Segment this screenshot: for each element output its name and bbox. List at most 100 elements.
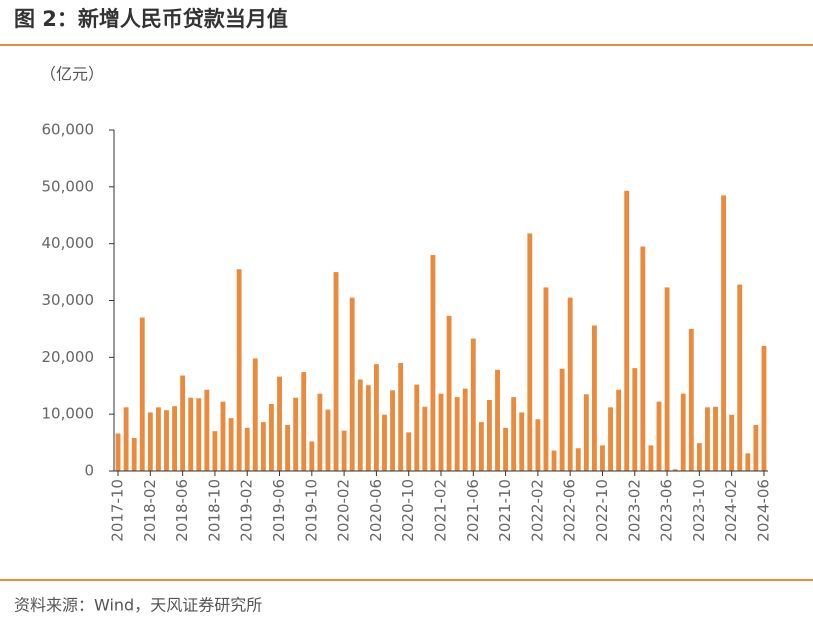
bar: [753, 424, 759, 471]
x-tick-label: 2018-06: [173, 479, 191, 542]
bar: [180, 375, 186, 471]
bar: [220, 401, 226, 471]
bar: [503, 427, 509, 471]
bar: [721, 195, 727, 471]
bar: [640, 246, 646, 471]
bar: [470, 338, 476, 471]
bar: [430, 255, 436, 471]
y-tick-label: 60,000: [42, 121, 95, 139]
x-tick-label: 2021-10: [496, 479, 514, 542]
bar: [624, 190, 630, 472]
x-tick-label: 2021-06: [464, 479, 482, 542]
bar: [729, 414, 735, 471]
bar: [648, 445, 654, 471]
bar: [688, 328, 694, 471]
bar: [147, 412, 153, 471]
x-tick-label: 2021-02: [432, 479, 450, 542]
bar: [390, 390, 395, 471]
bar: [616, 389, 622, 471]
bar: [527, 233, 533, 471]
bar: [317, 393, 323, 471]
bar: [349, 297, 355, 471]
bar: [155, 407, 161, 471]
bar: [172, 406, 177, 471]
bar: [737, 284, 743, 471]
bar: [551, 450, 557, 471]
bar: [761, 345, 767, 471]
bar: [422, 406, 428, 471]
bar: [398, 363, 404, 471]
y-axis-label: （亿元）: [40, 65, 104, 84]
x-tick-label: 2022-10: [593, 479, 611, 542]
x-tick-label: 2023-10: [690, 479, 708, 542]
bar: [269, 403, 274, 471]
x-tick-label: 2019-02: [238, 479, 256, 542]
bar: [438, 393, 444, 471]
bar: [608, 407, 613, 471]
bar: [341, 430, 347, 471]
x-tick-label: 2018-10: [205, 479, 223, 542]
bar: [365, 385, 371, 471]
bar: [495, 369, 500, 471]
bar: [188, 397, 194, 471]
bar: [454, 397, 460, 471]
bar: [672, 469, 678, 471]
bar: [446, 315, 452, 471]
y-tick-label: 0: [84, 462, 94, 480]
x-tick-label: 2024-06: [754, 479, 772, 542]
bar: [745, 453, 751, 471]
bar: [487, 399, 492, 471]
bar: [462, 388, 468, 471]
y-tick-label: 10,000: [42, 405, 95, 423]
bar: [600, 445, 605, 471]
bar: [309, 441, 315, 471]
bar: [236, 269, 242, 471]
bar: [123, 407, 129, 471]
bar: [511, 397, 517, 471]
bar: [591, 325, 597, 471]
bar: [414, 384, 420, 471]
x-tick-label: 2018-02: [141, 479, 159, 542]
bar: [252, 358, 258, 471]
x-tick-label: 2019-06: [270, 479, 288, 542]
bar: [228, 418, 234, 471]
bar: [164, 410, 169, 471]
bar: [519, 412, 525, 471]
bar: [656, 401, 662, 471]
bar: [664, 287, 670, 471]
bar: [212, 431, 218, 471]
bar: [575, 448, 581, 471]
x-tick-label: 2022-06: [561, 479, 579, 542]
bar: [293, 397, 299, 471]
bar: [333, 272, 339, 471]
bar: [325, 409, 331, 471]
bar: [632, 368, 638, 471]
x-tick-label: 2020-10: [399, 479, 417, 542]
x-tick-label: 2023-02: [625, 479, 643, 542]
bar: [713, 406, 718, 471]
x-tick-label: 2019-10: [302, 479, 320, 542]
bar: [680, 393, 686, 471]
y-tick-label: 50,000: [42, 177, 95, 195]
bar: [583, 394, 589, 471]
bar: [285, 424, 291, 471]
bar: [543, 287, 549, 471]
bar: [567, 297, 573, 471]
x-tick-label: 2022-02: [528, 479, 546, 542]
bar: [115, 433, 121, 471]
bar: [382, 414, 387, 471]
bar: [260, 422, 266, 471]
x-tick-label: 2020-06: [367, 479, 385, 542]
bar: [204, 389, 210, 471]
bar: [244, 427, 250, 471]
bar: [357, 379, 363, 471]
bar: [277, 376, 282, 471]
bar: [535, 419, 541, 471]
y-tick-label: 20,000: [42, 348, 95, 366]
bar: [139, 317, 145, 471]
x-tick-label: 2020-02: [335, 479, 353, 542]
y-tick-label: 40,000: [42, 234, 95, 252]
y-tick-label: 30,000: [42, 291, 95, 309]
bar: [373, 364, 379, 471]
